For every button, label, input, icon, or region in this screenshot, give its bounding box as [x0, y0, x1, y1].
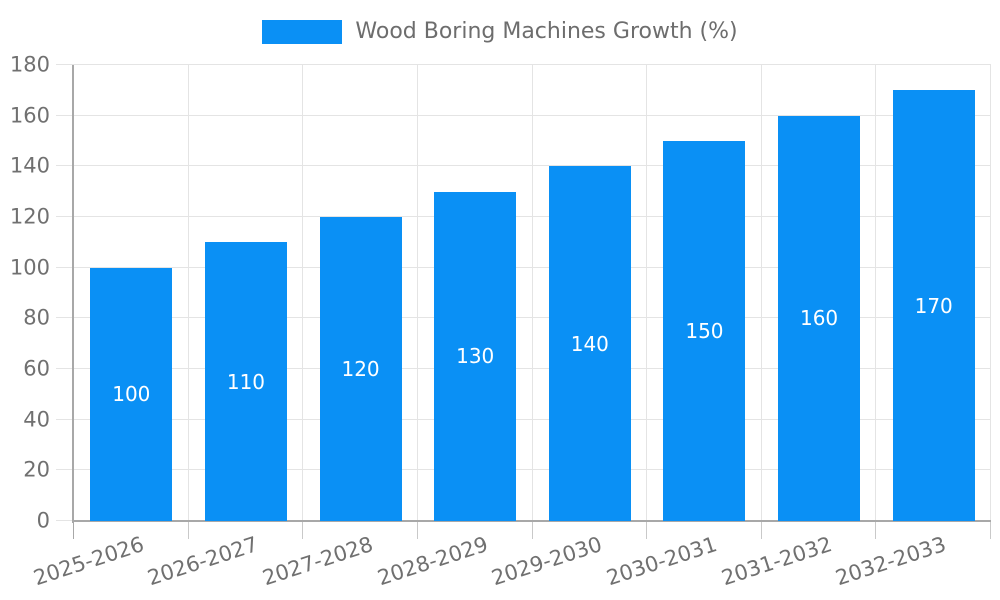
- y-axis-tick: [56, 64, 74, 65]
- bar-2027-2028: 120: [319, 217, 402, 521]
- gridline-horizontal: [74, 216, 991, 217]
- gridline-vertical: [990, 65, 991, 521]
- gridline-vertical: [187, 65, 189, 521]
- legend[interactable]: Wood Boring Machines Growth (%): [0, 18, 1000, 46]
- legend-swatch-icon: [262, 20, 343, 44]
- x-axis-tick: [302, 521, 304, 539]
- bar-value-label: 120: [341, 357, 380, 381]
- x-axis-tick: [646, 521, 648, 539]
- y-axis-tick-label: 0: [36, 508, 50, 533]
- bar-2030-2031: 150: [663, 141, 746, 521]
- gridline-horizontal: [74, 165, 991, 167]
- gridline-horizontal: [74, 266, 991, 268]
- bar-2026-2027: 110: [204, 242, 287, 521]
- y-axis-tick: [56, 165, 74, 167]
- bar-value-label: 110: [226, 369, 266, 394]
- y-axis-tick-label: 60: [23, 356, 50, 381]
- bar-2032-2033: 170: [892, 90, 975, 521]
- bar-value-label: 160: [799, 306, 839, 331]
- bar-2028-2029: 130: [434, 191, 517, 521]
- gridline-horizontal: [74, 317, 991, 319]
- x-axis-tick: [875, 521, 877, 539]
- gridline-vertical: [760, 65, 762, 521]
- bar-value-label: 100: [112, 382, 151, 407]
- x-axis-line: [72, 520, 991, 522]
- y-axis-tick: [56, 317, 74, 319]
- y-axis-tick: [56, 266, 74, 268]
- y-axis-tick: [56, 216, 74, 217]
- y-axis-tick: [56, 368, 74, 369]
- y-axis-tick-label: 100: [9, 255, 50, 280]
- legend-label: Wood Boring Machines Growth (%): [355, 19, 738, 44]
- bar-2031-2032: 160: [778, 115, 861, 521]
- x-axis-tick-label: 2031-2032: [718, 532, 835, 591]
- gridline-vertical: [531, 65, 533, 521]
- gridline-vertical: [875, 65, 877, 521]
- x-axis-tick-label: 2030-2031: [603, 532, 720, 591]
- y-axis-tick: [56, 114, 74, 116]
- x-axis-tick: [73, 521, 74, 539]
- x-axis-tick-label: 2028-2029: [374, 532, 491, 591]
- y-axis-tick-label: 40: [23, 407, 50, 432]
- x-axis-tick: [187, 521, 189, 539]
- y-axis-tick-label: 140: [9, 153, 50, 178]
- bar-value-label: 150: [685, 319, 724, 343]
- bar-value-label: 130: [456, 344, 495, 369]
- bar-value-label: 170: [914, 293, 953, 318]
- y-axis-tick: [56, 469, 74, 471]
- x-axis-tick-label: 2027-2028: [259, 532, 376, 591]
- x-axis-tick: [760, 521, 762, 539]
- gridline-horizontal: [74, 64, 991, 65]
- gridline-vertical: [416, 65, 418, 521]
- gridline-horizontal: [74, 469, 991, 471]
- x-axis-tick: [416, 521, 418, 539]
- y-axis-tick: [56, 418, 74, 420]
- y-axis-tick-label: 80: [23, 305, 50, 330]
- y-axis-tick: [56, 520, 74, 521]
- x-axis-tick: [990, 521, 991, 539]
- gridline-vertical: [302, 65, 304, 521]
- gridline-vertical: [646, 65, 648, 521]
- bar-2025-2026: 100: [90, 267, 173, 521]
- x-axis-tick-label: 2025-2026: [30, 532, 147, 591]
- x-axis-tick: [531, 521, 533, 539]
- gridline-horizontal: [74, 368, 991, 369]
- y-axis-tick-label: 180: [9, 52, 50, 77]
- bar-value-label: 140: [570, 331, 609, 356]
- gridline-horizontal: [74, 114, 991, 116]
- gridline-horizontal: [74, 418, 991, 420]
- y-axis-tick-label: 20: [23, 457, 50, 482]
- y-axis-line: [72, 65, 74, 523]
- y-axis-tick-label: 160: [9, 103, 50, 128]
- x-axis-tick-label: 2029-2030: [488, 532, 606, 591]
- y-axis-tick-label: 120: [9, 204, 50, 229]
- x-axis-tick-label: 2026-2027: [145, 532, 262, 591]
- bar-2029-2030: 140: [548, 166, 631, 521]
- x-axis-tick-label: 2032-2033: [832, 532, 950, 591]
